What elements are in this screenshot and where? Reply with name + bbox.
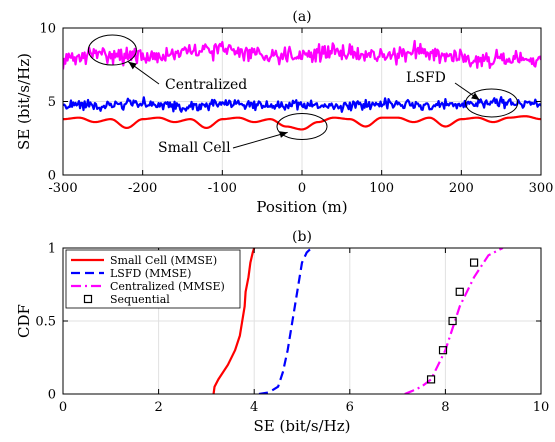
- x-tick-label: 0: [298, 181, 306, 196]
- x-tick-label: 100: [369, 181, 394, 196]
- annotation-ellipse: [87, 34, 137, 66]
- x-tick-label: 10: [533, 400, 550, 415]
- y-axis-label: CDF: [15, 304, 33, 338]
- series-line-small-cell: [63, 115, 541, 131]
- data-layer: [212, 248, 504, 394]
- annotation-ellipse: [276, 112, 328, 140]
- marker-sequential: [469, 258, 479, 267]
- panel-a: -300 -200 -100 0 100 200 300 0 5 10 (a) Position (m…: [15, 9, 553, 216]
- annotation-arrowhead: [471, 92, 480, 101]
- annotation-label: LSFD: [406, 70, 446, 86]
- legend-item-sequential: Sequential: [83, 293, 170, 306]
- legend-swatch: [83, 294, 93, 304]
- x-tick-label: -200: [128, 181, 157, 196]
- annotation-lsfd: LSFD: [406, 70, 519, 118]
- annotation-arrowhead: [128, 61, 137, 70]
- annotation-arrow-line: [232, 131, 288, 149]
- y-tick-label: 1: [48, 242, 56, 257]
- marker-sequential: [455, 287, 464, 296]
- y-tick-label: 0: [48, 388, 56, 403]
- x-tick-label: -100: [208, 181, 237, 196]
- data-layer: [63, 39, 541, 131]
- annotation-ellipse: [465, 88, 519, 118]
- y-tick-label: 10: [39, 22, 56, 37]
- panel-title: (a): [292, 9, 311, 25]
- annotation-label: Small Cell: [158, 140, 231, 156]
- x-tick-label: 4: [250, 400, 258, 415]
- panel-title: (b): [292, 229, 312, 245]
- x-tick-label: 300: [529, 181, 554, 196]
- legend-item-lsfd-mmse: LSFD (MMSE): [71, 267, 191, 280]
- series-line-lsfd-mmse: [258, 248, 313, 394]
- series-line-small-cell-mmse: [212, 248, 256, 394]
- y-tick-label: 5: [48, 95, 56, 110]
- series-line-centralized: [63, 39, 541, 70]
- series-line-centralized-mmse: [404, 248, 504, 394]
- annotation-arrowhead: [279, 131, 288, 138]
- annotation-centralized: Centralized: [87, 34, 247, 93]
- legend: Small Cell (MMSE)LSFD (MMSE)Centralized …: [65, 249, 241, 309]
- marker-sequential: [448, 316, 457, 326]
- legend-label: LSFD (MMSE): [110, 267, 191, 280]
- legend-item-small-cell-mmse: Small Cell (MMSE): [71, 254, 217, 267]
- legend-label: Centralized (MMSE): [110, 280, 225, 293]
- panel-b: 0 2 4 6 8 10 0 0.5 1 (b) SE (bit/s/Hz) CDF Small Cel…: [15, 229, 549, 435]
- x-tick-label: 0: [59, 400, 67, 415]
- marker-sequential: [438, 346, 448, 355]
- legend-label: Small Cell (MMSE): [110, 254, 217, 267]
- y-tick-label: 0.5: [35, 315, 56, 330]
- y-tick-label: 0: [48, 169, 56, 184]
- x-axis-label: SE (bit/s/Hz): [254, 417, 351, 435]
- y-axis-label: SE (bit/s/Hz): [15, 53, 33, 150]
- x-tick-label: 8: [441, 400, 449, 415]
- x-tick-label: 200: [449, 181, 474, 196]
- legend-item-centralized-mmse: Centralized (MMSE): [71, 280, 225, 293]
- legend-label: Sequential: [110, 293, 170, 306]
- x-tick-label: 6: [346, 400, 354, 415]
- x-tick-label: -300: [48, 181, 77, 196]
- annotation-small-cell: Small Cell: [158, 112, 328, 156]
- x-tick-label: 2: [154, 400, 162, 415]
- series-line-lsfd: [63, 96, 541, 113]
- annotation-label: Centralized: [165, 77, 247, 93]
- x-axis-label: Position (m): [256, 198, 347, 216]
- marker-sequential: [426, 375, 436, 384]
